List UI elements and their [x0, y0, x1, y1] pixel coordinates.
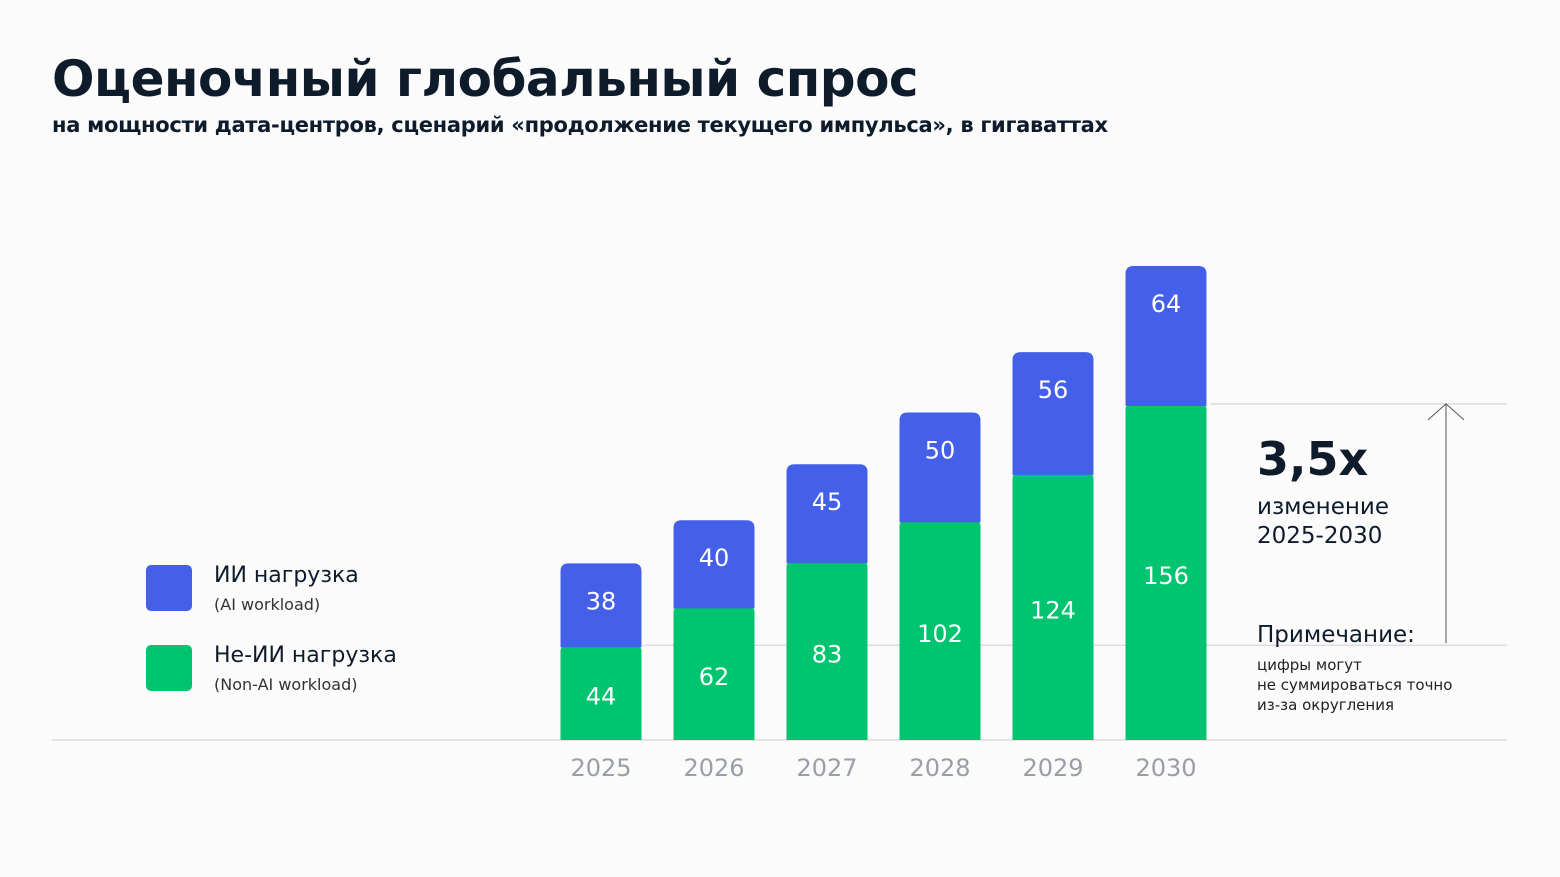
growth-arrow-head-icon [1427, 403, 1465, 421]
bar-segment-ai [1012, 352, 1094, 475]
bar-segment-ai [899, 412, 981, 523]
data-label: 45 [812, 488, 843, 516]
chart-title: Оценочный глобальный спрос [52, 50, 919, 108]
bar-segment-ai [560, 563, 642, 648]
bar-segment-non-ai [786, 561, 868, 740]
bar-segment-non-ai [1012, 472, 1094, 740]
data-label: 40 [699, 544, 730, 572]
growth-label-line2: 2025-2030 [1257, 523, 1383, 549]
note-line: цифры могут [1257, 656, 1362, 674]
data-label: 156 [1143, 562, 1189, 590]
legend-sublabel-non-ai: (Non-AI workload) [214, 675, 358, 694]
x-tick-label: 2025 [570, 754, 631, 782]
legend-label-non-ai: Не-ИИ нагрузка [214, 643, 397, 668]
data-label: 38 [586, 587, 617, 615]
data-label: 44 [586, 683, 617, 711]
growth-label-line1: изменение [1257, 494, 1390, 520]
data-label: 124 [1030, 596, 1076, 624]
legend-sublabel-ai: (AI workload) [214, 595, 321, 614]
data-label: 50 [925, 437, 956, 465]
data-label: 64 [1151, 290, 1182, 318]
legend-label-ai: ИИ нагрузка [214, 563, 359, 588]
x-tick-label: 2028 [909, 754, 970, 782]
growth-label: изменение 2025-2030 [1257, 493, 1389, 551]
bar-segment-ai [1125, 266, 1207, 406]
bar-segment-non-ai [673, 606, 755, 740]
x-tick-label: 2030 [1135, 754, 1196, 782]
x-tick-label: 2026 [683, 754, 744, 782]
growth-multiplier: 3,5x [1257, 432, 1369, 486]
bar-segment-non-ai [899, 520, 981, 740]
legend-swatch-ai [146, 565, 192, 611]
note-line: из-за округления [1257, 696, 1394, 714]
data-label: 102 [917, 620, 963, 648]
bar-segment-non-ai [1125, 403, 1207, 740]
data-label: 56 [1038, 376, 1069, 404]
bar-segment-ai [786, 464, 868, 564]
x-tick-label: 2027 [796, 754, 857, 782]
legend-swatch-non-ai [146, 645, 192, 691]
bar-segment-ai [673, 520, 755, 609]
data-label: 62 [699, 663, 730, 691]
note-line: не суммироваться точно [1257, 676, 1453, 694]
chart-subtitle: на мощности дата-центров, сценарий «прод… [52, 113, 1108, 137]
note-title: Примечание: [1257, 622, 1415, 648]
note-text: цифры могут не суммироваться точно из-за… [1257, 655, 1517, 715]
x-tick-label: 2029 [1022, 754, 1083, 782]
bar-segment-non-ai [560, 645, 642, 740]
data-label: 83 [812, 641, 843, 669]
